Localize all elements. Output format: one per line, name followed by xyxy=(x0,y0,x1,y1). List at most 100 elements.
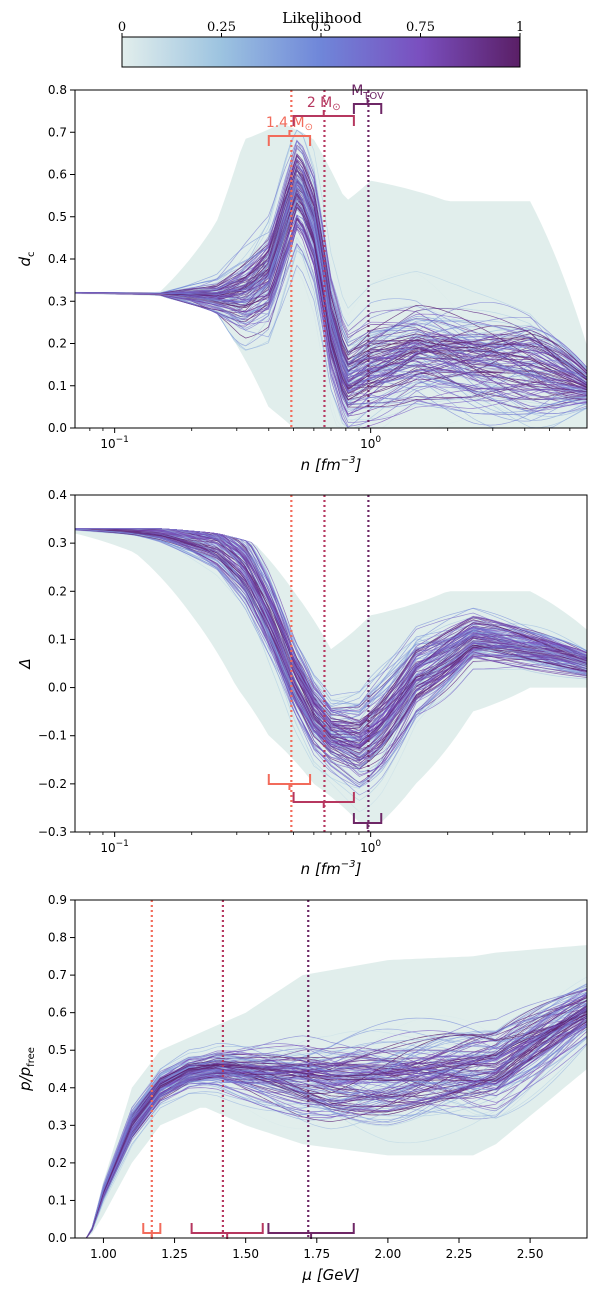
y-tick-label: 0.1 xyxy=(48,379,67,393)
y-tick-label: 0.0 xyxy=(48,421,67,435)
sample-curve xyxy=(75,1023,587,1238)
sample-curve xyxy=(75,983,587,1238)
marker-range-mtov xyxy=(267,1223,355,1234)
x-axis-label: n [fm−3] xyxy=(301,859,362,878)
sample-curve xyxy=(75,1021,587,1238)
sample-curve xyxy=(75,1021,587,1238)
plot-area xyxy=(75,495,587,832)
sample-curve xyxy=(75,1037,587,1238)
sample-curve xyxy=(75,1007,587,1238)
sample-curve xyxy=(75,1019,587,1238)
y-tick-label: 0.8 xyxy=(48,83,67,97)
sample-curve xyxy=(75,528,587,796)
x-tick-label: 1.50 xyxy=(232,1247,259,1261)
sample-curve xyxy=(75,999,587,1238)
axes-frame xyxy=(74,899,588,1239)
sample-curve xyxy=(75,528,587,712)
y-tick-label: 0.2 xyxy=(48,1156,67,1170)
y-tick-label: 0.5 xyxy=(48,1043,67,1057)
x-tick-label: 2.50 xyxy=(517,1247,544,1261)
colorbar-tick-label: 0 xyxy=(118,20,126,35)
sample-curve xyxy=(75,993,587,1238)
colorbar-tick-label: 0.25 xyxy=(207,20,236,35)
y-tick-label: 0.3 xyxy=(48,1118,67,1132)
y-axis-label: dc xyxy=(16,251,37,266)
panel-3: 0.0 0.1 0.2 0.3 0.4 0.5 0.6 0.7 0.8 0.9 1.00 1.25 1.… xyxy=(16,893,588,1284)
colorbar-title: Likelihood xyxy=(282,9,362,27)
y-tick-label: 0.3 xyxy=(48,536,67,550)
y-tick-label: −0.1 xyxy=(38,729,67,743)
y-tick-label: 0.4 xyxy=(48,1081,67,1095)
marker-label-m2: 2 M⊙ xyxy=(307,95,341,113)
y-tick-label: 0.0 xyxy=(48,681,67,695)
y-tick-label: 0.1 xyxy=(48,632,67,646)
y-tick-label: 0.2 xyxy=(48,337,67,351)
x-tick-label: 1.00 xyxy=(90,1247,117,1261)
marker-label-mtov: MTOV xyxy=(351,83,384,102)
y-tick-label: 0.2 xyxy=(48,584,67,598)
x-tick-label: 1.25 xyxy=(161,1247,188,1261)
panel-1: 1.4 M⊙ 2 M⊙ MTOV 0.0 0.1 0.2 0.3 0.4 0.5 0.6 0.7 0.… xyxy=(16,83,588,474)
sample-curve xyxy=(75,1002,587,1238)
y-tick-label: 0.9 xyxy=(48,893,67,907)
sample-curve xyxy=(75,1007,587,1238)
sample-curve xyxy=(75,987,587,1238)
plot-area xyxy=(75,90,587,428)
sample-curve xyxy=(75,1015,587,1238)
x-tick-label: 10−1 xyxy=(100,839,129,855)
sample-curve xyxy=(75,999,587,1238)
sample-curve xyxy=(75,1015,587,1238)
sample-curve xyxy=(75,1009,587,1238)
sample-curve xyxy=(75,528,587,762)
x-axis-label: μ [GeV] xyxy=(301,1266,359,1284)
sample-curve xyxy=(75,174,587,393)
sample-curve xyxy=(75,528,587,733)
x-axis-label: n [fm−3] xyxy=(301,455,362,474)
sample-curve xyxy=(75,528,587,784)
x-tick-label: 2.00 xyxy=(375,1247,402,1261)
colorbar-tick-label: 1 xyxy=(516,20,524,35)
sample-curve xyxy=(75,994,587,1238)
plot-area xyxy=(75,900,587,1238)
x-tick-label: 2.25 xyxy=(446,1247,473,1261)
sample-curve xyxy=(75,529,587,717)
y-axis-label: p/pfree xyxy=(16,1047,37,1092)
y-tick-label: −0.3 xyxy=(38,825,67,839)
sample-curve xyxy=(75,248,587,428)
colorbar: Likelihood 0 0.25 0.5 0.75 1 xyxy=(118,9,524,68)
sample-curve xyxy=(75,1004,587,1238)
marker-range-m2 xyxy=(190,1223,264,1234)
y-axis-label: Δ xyxy=(16,658,34,669)
y-tick-label: 0.7 xyxy=(48,125,67,139)
sample-curve xyxy=(75,1002,587,1238)
panel-2: −0.3 −0.2 −0.1 0.0 0.1 0.2 0.3 0.4 10−1 100 n [fm−… xyxy=(16,488,588,878)
sample-curve xyxy=(75,528,587,752)
marker-label-m14: 1.4 M⊙ xyxy=(266,115,313,133)
y-tick-label: 0.6 xyxy=(48,168,67,182)
sample-curve xyxy=(75,1013,587,1238)
y-tick-label: −0.2 xyxy=(38,777,67,791)
sample-curve xyxy=(75,1042,587,1238)
posterior-band xyxy=(75,528,587,823)
x-tick-label: 1.75 xyxy=(303,1247,330,1261)
y-tick-label: 0.0 xyxy=(48,1231,67,1245)
sample-curve xyxy=(75,1009,587,1238)
x-tick-label: 10−1 xyxy=(100,435,129,451)
x-tick-label: 100 xyxy=(360,435,381,451)
y-tick-label: 0.4 xyxy=(48,252,67,266)
x-tick-label: 100 xyxy=(360,839,381,855)
colorbar-bar xyxy=(121,36,521,68)
colorbar-tick-label: 0.5 xyxy=(311,20,332,35)
posterior-band xyxy=(75,945,587,1238)
y-tick-label: 0.8 xyxy=(48,931,67,945)
sample-curve xyxy=(75,1037,587,1238)
y-tick-label: 0.6 xyxy=(48,1006,67,1020)
sample-curve xyxy=(75,528,587,769)
y-tick-label: 0.5 xyxy=(48,210,67,224)
colorbar-tick-label: 0.75 xyxy=(406,20,435,35)
y-tick-label: 0.4 xyxy=(48,488,67,502)
y-tick-label: 0.1 xyxy=(48,1193,67,1207)
marker-range-m14 xyxy=(267,774,312,785)
sample-curve xyxy=(75,528,587,744)
